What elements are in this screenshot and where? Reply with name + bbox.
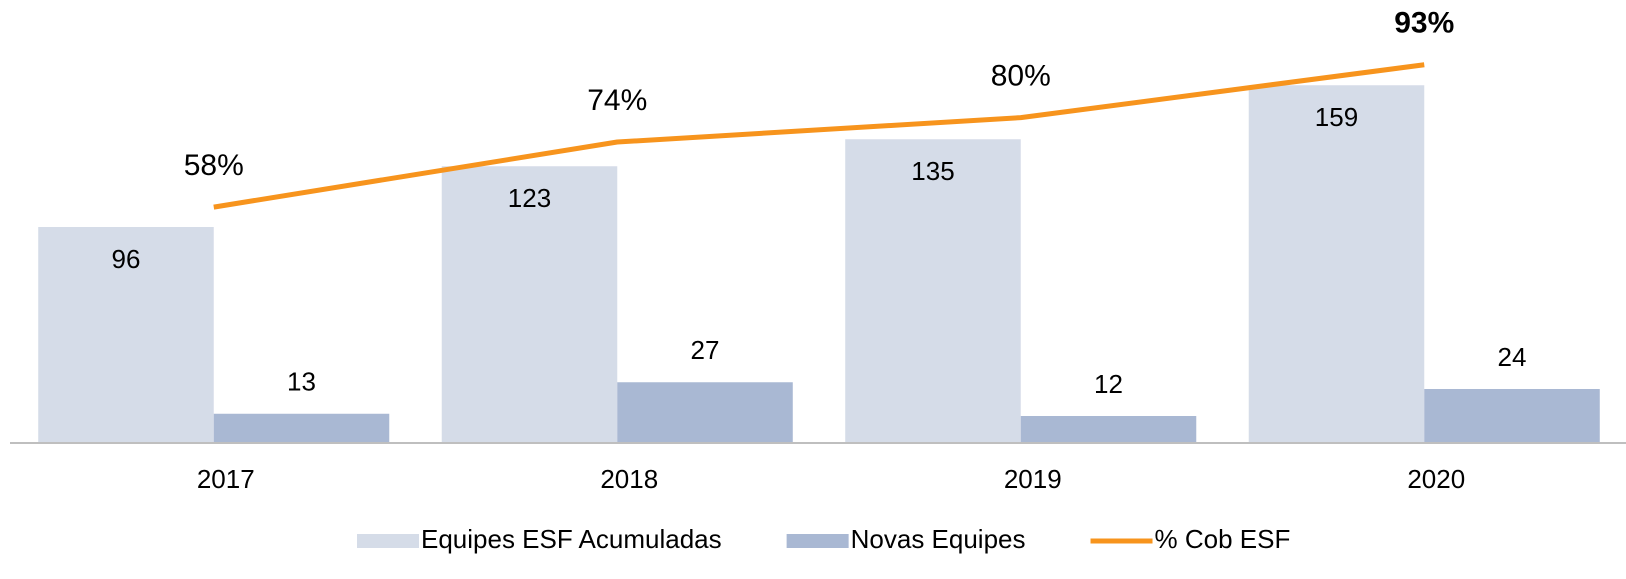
- bar: [845, 139, 1021, 443]
- line-value-label: 80%: [991, 60, 1051, 93]
- bar-value-label: 13: [287, 367, 316, 397]
- bar-value-label: 24: [1498, 342, 1527, 372]
- bar: [213, 413, 390, 443]
- bar-value-label: 135: [911, 156, 954, 186]
- x-tick-label: 2017: [197, 464, 255, 494]
- line-value-label: 93%: [1394, 7, 1454, 40]
- line: [213, 62, 1425, 210]
- bar-value-label: 96: [112, 244, 141, 274]
- bar-value-label: 123: [508, 183, 551, 213]
- bar: [1248, 85, 1425, 443]
- legend-swatch: [786, 534, 849, 548]
- bar-value-label: 12: [1094, 369, 1123, 399]
- line-value-label: 58%: [184, 149, 244, 182]
- bar: [38, 227, 214, 443]
- legend-swatch: [357, 534, 419, 548]
- x-tick-label: 2019: [1004, 464, 1062, 494]
- bar: [617, 382, 793, 443]
- x-tick-label: 2018: [600, 464, 658, 494]
- bar-value-label: 27: [691, 335, 720, 365]
- line-value-label: 74%: [587, 84, 647, 117]
- bar: [1424, 389, 1600, 443]
- legend-label: % Cob ESF: [1155, 524, 1291, 554]
- bar-value-label: 159: [1315, 102, 1358, 132]
- bar: [1020, 416, 1197, 443]
- bar: [441, 166, 618, 443]
- legend-label: Novas Equipes: [851, 524, 1026, 554]
- x-tick-label: 2020: [1407, 464, 1465, 494]
- legend-label: Equipes ESF Acumuladas: [421, 524, 722, 554]
